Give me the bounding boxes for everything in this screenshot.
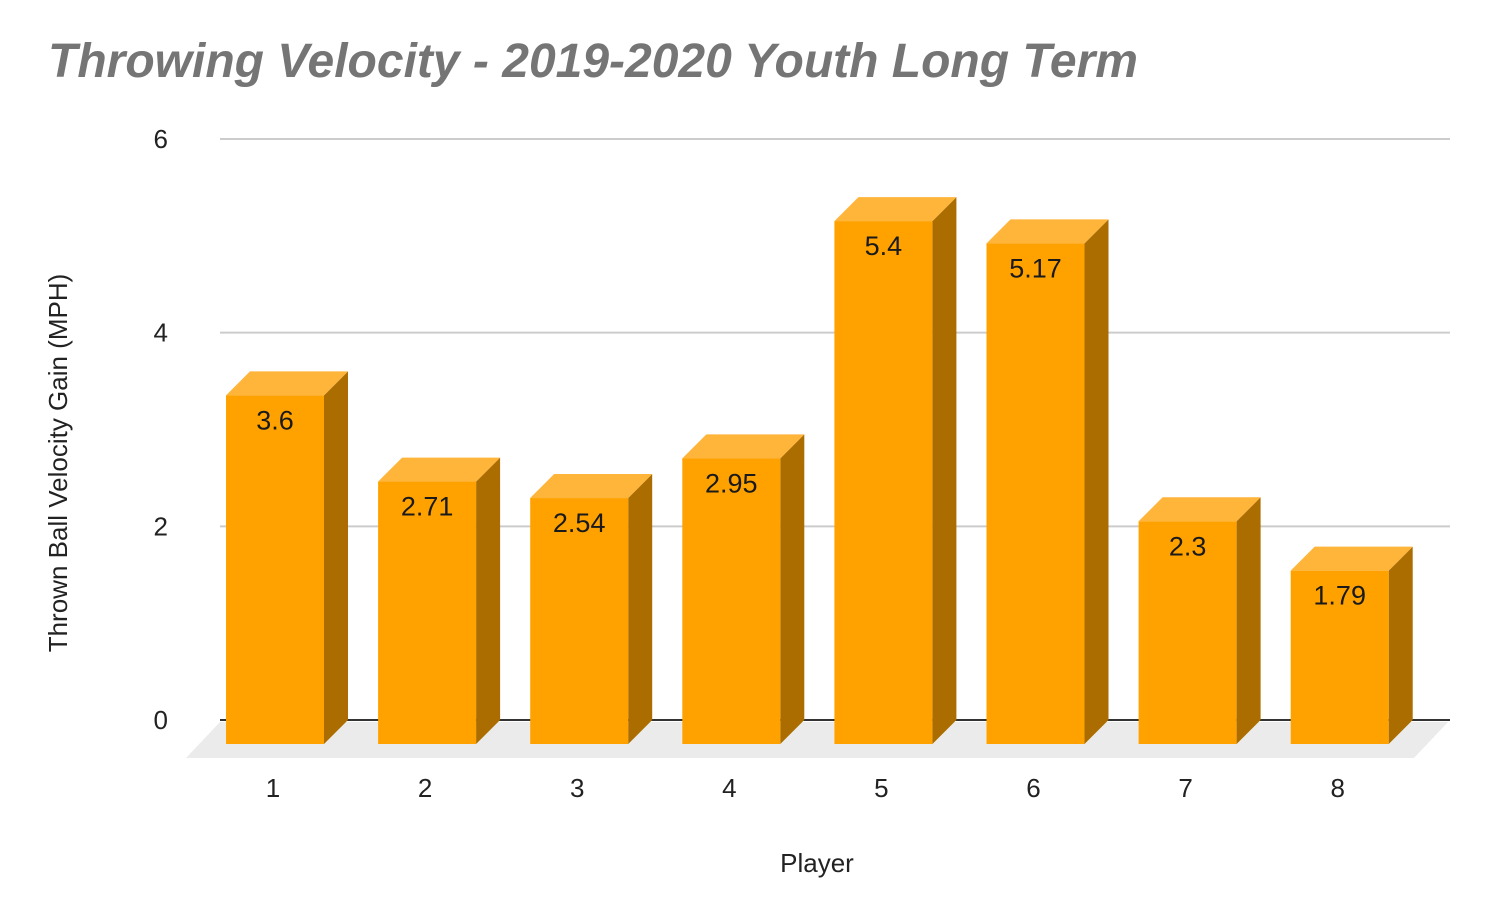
- y-tick-label: 2: [154, 511, 168, 541]
- bar: [1290, 546, 1413, 744]
- x-tick-label: 3: [570, 773, 584, 803]
- y-tick-label: 6: [154, 124, 168, 154]
- bar-front: [986, 243, 1085, 744]
- chart-title: Throwing Velocity - 2019-2020 Youth Long…: [48, 35, 1138, 88]
- x-axis-ticks: 1 2 3 4 5 6 7 8: [266, 773, 1345, 803]
- chart-floor: [186, 722, 1448, 758]
- bar-top: [1290, 546, 1413, 571]
- bar-side: [1388, 546, 1413, 744]
- bar-top: [226, 371, 348, 396]
- bar-side: [476, 457, 501, 744]
- bar-side: [1084, 219, 1109, 744]
- data-label: 1.79: [1313, 581, 1366, 611]
- bar-top: [682, 434, 805, 459]
- bar-front: [1290, 570, 1389, 744]
- data-label: 2.71: [401, 492, 454, 522]
- bar-side: [324, 371, 348, 744]
- bar-front: [530, 498, 629, 744]
- x-tick-label: 2: [418, 773, 432, 803]
- bar-front: [682, 458, 781, 744]
- bar: [378, 457, 501, 744]
- bar-front: [226, 395, 324, 744]
- x-tick-label: 1: [266, 773, 280, 803]
- bar-side: [1236, 497, 1261, 744]
- data-label: 2.95: [705, 468, 758, 498]
- x-tick-label: 6: [1026, 773, 1040, 803]
- bar: [986, 219, 1109, 744]
- y-tick-label: 0: [154, 705, 168, 735]
- x-tick-label: 7: [1178, 773, 1192, 803]
- bar-side: [780, 434, 805, 744]
- bar: [226, 371, 348, 744]
- bar-top: [834, 197, 957, 222]
- bar-side: [932, 197, 957, 745]
- bar-top: [986, 219, 1109, 244]
- floor-plane: [186, 722, 1448, 758]
- x-tick-label: 8: [1330, 773, 1344, 803]
- bar: [682, 434, 805, 744]
- y-axis-title: Thrown Ball Velocity Gain (MPH): [43, 274, 73, 653]
- bar: [1138, 497, 1261, 744]
- bar-front: [834, 221, 933, 745]
- data-label: 5.17: [1009, 253, 1062, 283]
- data-labels: 3.6 2.71 2.54 2.95 5.4 5.17 2.3 1.79: [256, 231, 1366, 611]
- data-label: 5.4: [865, 231, 903, 261]
- y-tick-label: 4: [154, 318, 168, 348]
- y-axis-ticks: 0 2 4 6: [154, 124, 168, 735]
- bars: [226, 197, 1413, 745]
- bar: [834, 197, 957, 745]
- bar-front: [1138, 521, 1237, 744]
- x-axis-title: Player: [780, 848, 854, 878]
- data-label: 2.54: [553, 508, 606, 538]
- data-label: 2.3: [1169, 531, 1207, 561]
- data-label: 3.6: [256, 405, 294, 435]
- x-tick-label: 5: [874, 773, 888, 803]
- bar: [530, 474, 653, 744]
- x-tick-label: 4: [722, 773, 736, 803]
- bar-top: [378, 457, 501, 482]
- bar-side: [628, 474, 653, 744]
- bar-front: [378, 481, 477, 744]
- bar-top: [1138, 497, 1261, 522]
- bar-top: [530, 474, 653, 499]
